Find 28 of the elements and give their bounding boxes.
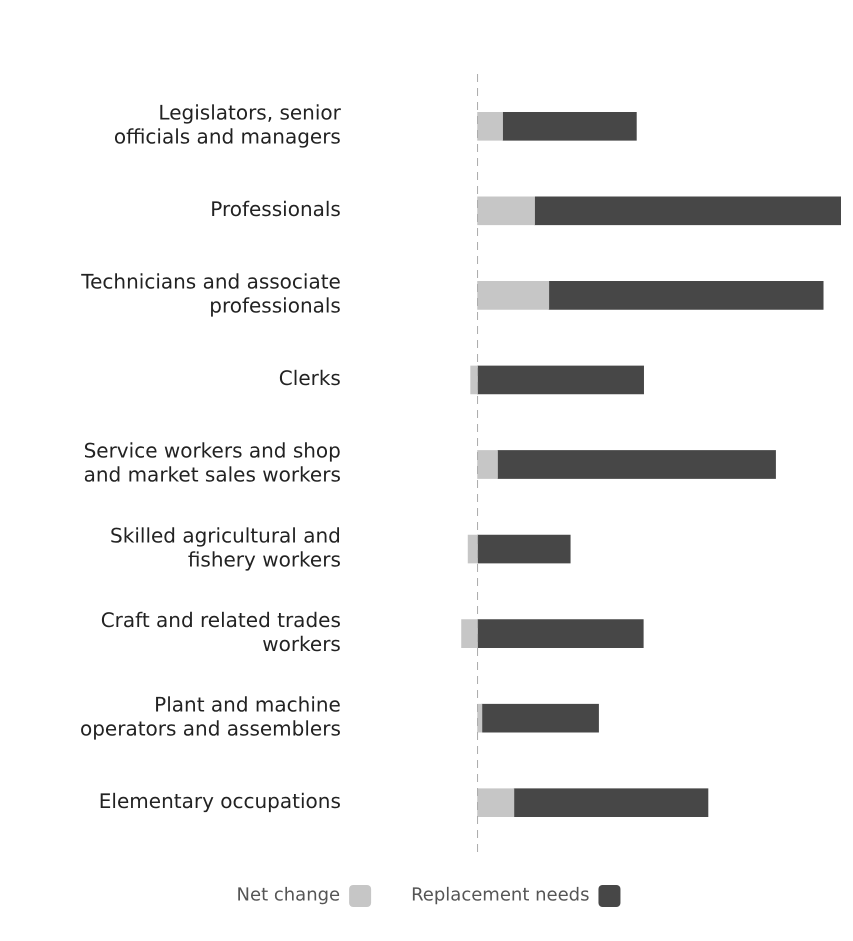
y-tick-label: Plant and machine operators and assemblers (80, 692, 341, 740)
y-tick-label: Service workers and shop and market sales workers (84, 438, 341, 487)
bar (477, 788, 514, 818)
y-tick-label: Clerks (278, 366, 341, 390)
bar (534, 196, 841, 226)
bar (548, 281, 824, 310)
y-tick-label: Legislators, senior officials and managers (114, 100, 342, 148)
bar (482, 704, 599, 732)
y-tick-label: Skilled agricultural and fishery workers (110, 523, 341, 572)
bar (514, 788, 708, 818)
bar (477, 534, 571, 564)
bar (477, 450, 498, 479)
y-tick-label: Elementary occupations (98, 788, 341, 813)
bar (470, 366, 478, 394)
bar (477, 281, 550, 310)
y-tick-label: Technicians and associate professionals (80, 270, 341, 318)
bar (461, 619, 478, 648)
bar (477, 112, 503, 141)
y-tick-label: Professionals (210, 197, 341, 222)
bar (497, 450, 776, 479)
legend-label: Net change (236, 884, 340, 906)
bar (468, 534, 478, 564)
bar (477, 366, 644, 394)
bar (502, 112, 637, 141)
legend-label: Replacement needs (411, 884, 590, 906)
bar (477, 196, 535, 226)
y-tick-label: Craft and related trades workers (100, 608, 341, 656)
bar (477, 619, 644, 648)
